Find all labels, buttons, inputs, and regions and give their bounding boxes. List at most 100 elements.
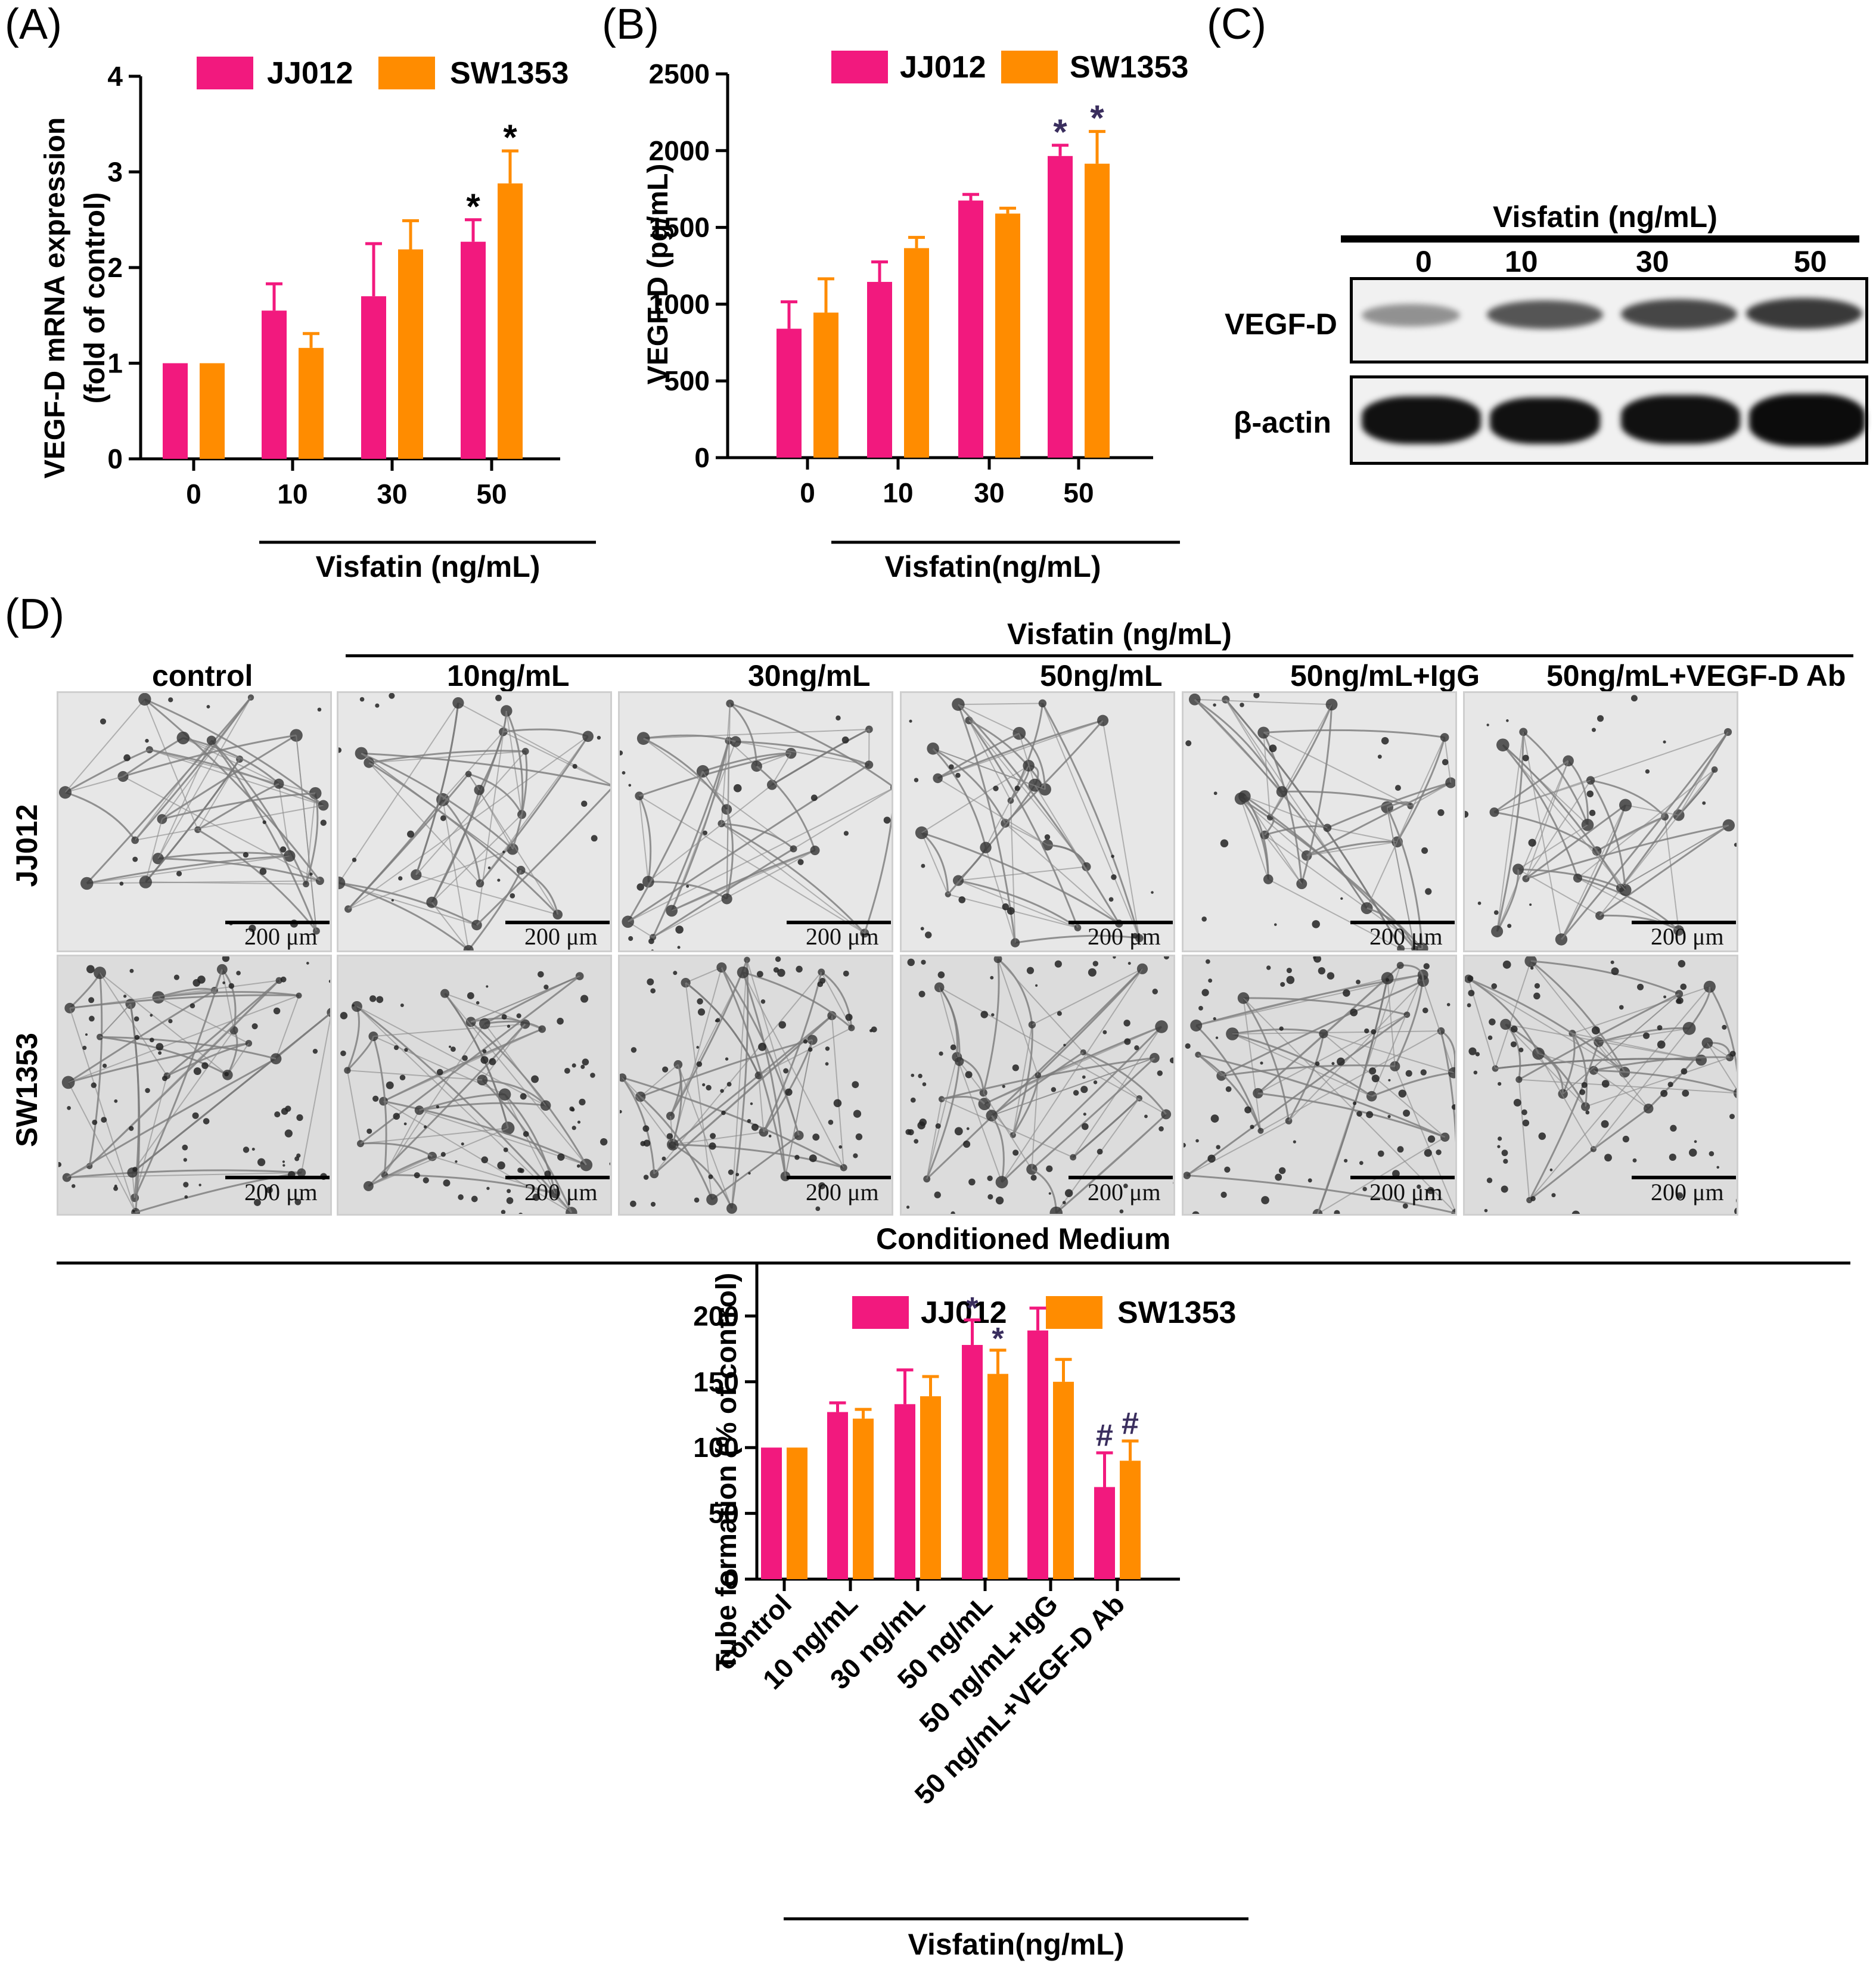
bar-jj012 (461, 241, 486, 459)
legend-swatch-jj012 (831, 51, 888, 83)
blot-panel: Visfatin (ng/mL) 0 10 30 50 VEGF-D β-act… (1204, 179, 1876, 477)
bar-sw1353 (398, 249, 423, 459)
actin-band-10 (1490, 397, 1600, 444)
vegfd-band-10 (1487, 300, 1603, 329)
micrograph-sw1353-0: 200 μm (57, 955, 332, 1216)
bar-jj012 (777, 328, 802, 458)
bar-sw1353 (299, 347, 324, 459)
x-axis-title: Visfatin(ng/mL) (885, 550, 1101, 583)
micro-col-control: control (152, 659, 253, 692)
significance-mark: # (1122, 1406, 1139, 1441)
scale-bar (1350, 1176, 1455, 1179)
micrograph-jj012-0: 200 μm (57, 691, 332, 952)
significance-mark: * (1053, 112, 1067, 152)
micrograph-jj012-5: 200 μm (1463, 691, 1738, 952)
bar-jj012 (361, 296, 386, 459)
significance-mark: # (1096, 1418, 1113, 1453)
micro-row-sw1353: SW1353 (10, 1033, 44, 1147)
tube-network-texture (905, 956, 1173, 1214)
tube-network-texture (58, 693, 329, 935)
blot-lane-10: 10 (1505, 245, 1538, 278)
y-tick-label: 1 (107, 348, 123, 379)
bar-sw1353 (904, 248, 929, 458)
legend-swatch-sw1353 (1001, 51, 1058, 83)
micro-footer: Conditioned Medium (876, 1222, 1171, 1256)
bar-sw1353 (987, 1374, 1008, 1579)
scale-bar-label: 200 μm (806, 1179, 879, 1206)
chart-b: JJ012 SW1353 VEGF-D (pg/mL) 050010001500… (642, 50, 1188, 583)
plot-area: 0 1 2 3 4 0 10 30 50 * * (107, 61, 560, 509)
x-tick-label: 30 (974, 477, 1004, 508)
x-tick-label: 50 (1063, 477, 1094, 508)
y-tick-label: 2500 (649, 58, 710, 89)
blot-actin-panel (1350, 375, 1868, 465)
y-axis-title-line2: (fold of control) (79, 192, 111, 404)
y-tick-label: 0 (694, 442, 710, 473)
blot-header-rule (1341, 235, 1859, 243)
vegfd-band-30 (1621, 299, 1737, 329)
tube-network-texture (1184, 956, 1455, 1214)
scale-bar-label: 200 μm (524, 923, 598, 950)
y-tick-label: 0 (723, 1564, 739, 1595)
chart-d: JJ012 SW1353 Tube formation (% of contro… (693, 1263, 1248, 1961)
legend: JJ012 SW1353 (852, 1295, 1236, 1330)
scale-bar (225, 1176, 330, 1179)
scale-bar (1632, 921, 1736, 924)
bar-jj012 (1094, 1487, 1115, 1579)
legend-label-sw1353: SW1353 (450, 56, 569, 91)
micro-footer-rule (57, 1262, 1850, 1265)
bar-jj012 (262, 310, 287, 459)
scale-bar-label: 200 μm (244, 923, 318, 950)
legend-swatch-sw1353 (1046, 1296, 1102, 1329)
scale-bar (1350, 921, 1455, 924)
tube-network-texture (620, 699, 892, 950)
tube-network-texture (909, 698, 1154, 947)
y-tick-label: 0 (107, 443, 123, 474)
y-tick-label: 100 (693, 1432, 739, 1463)
micro-header-rule (346, 654, 1853, 657)
blot-lane-50: 50 (1794, 245, 1827, 278)
y-axis-title-line1: VEGF-D mRNA expression (39, 117, 71, 479)
tube-network-texture (620, 956, 877, 1214)
scale-bar-label: 200 μm (1651, 923, 1724, 950)
panel-label-b: (B) (602, 1, 659, 48)
bar-jj012 (867, 282, 892, 458)
bar-sw1353 (813, 312, 838, 458)
x-axis-title: Visfatin (ng/mL) (316, 550, 541, 583)
micrograph-sw1353-3: 200 μm (900, 955, 1175, 1216)
micrograph-jj012-4: 200 μm (1182, 691, 1457, 952)
micrograph-sw1353-4: 200 μm (1182, 955, 1457, 1216)
bar-jj012 (1048, 156, 1073, 458)
significance-mark: * (1090, 98, 1104, 138)
y-tick-label: 1500 (649, 212, 710, 243)
scale-bar-label: 200 μm (1088, 1179, 1161, 1206)
bar-sw1353 (1085, 163, 1110, 458)
blot-lane-30: 30 (1636, 245, 1669, 278)
x-tick-label: 0 (800, 477, 815, 508)
bar-jj012 (958, 200, 983, 458)
y-tick-label: 2 (107, 252, 123, 283)
x-tick-label: 10 (277, 479, 308, 509)
significance-mark: * (466, 187, 480, 226)
scale-bar (505, 1176, 610, 1179)
panel-label-c: (C) (1207, 1, 1266, 48)
scale-bar-label: 200 μm (1369, 1179, 1443, 1206)
micrograph-jj012-1: 200 μm (337, 691, 612, 952)
bar-jj012 (163, 363, 188, 459)
scale-bar-label: 200 μm (1369, 923, 1443, 950)
bar-sw1353 (853, 1418, 874, 1579)
actin-band-30 (1621, 395, 1740, 444)
panel-label-a: (A) (5, 1, 62, 48)
bar-jj012 (761, 1447, 782, 1579)
y-axis-title: VEGF-D (pg/mL) (642, 164, 674, 385)
micrograph-sw1353-5: 200 μm (1463, 955, 1738, 1216)
x-tick-label: 50 (476, 479, 507, 509)
plot-area: 0 500 1000 1500 2000 2500 0 10 30 50 * * (649, 58, 1153, 508)
micrograph-jj012-2: 200 μm (618, 691, 893, 952)
bar-jj012 (1027, 1330, 1048, 1579)
actin-band-50 (1749, 394, 1865, 446)
tube-network-texture (58, 956, 330, 1214)
micrograph-jj012-3: 200 μm (900, 691, 1175, 952)
y-tick-label: 500 (664, 365, 710, 396)
